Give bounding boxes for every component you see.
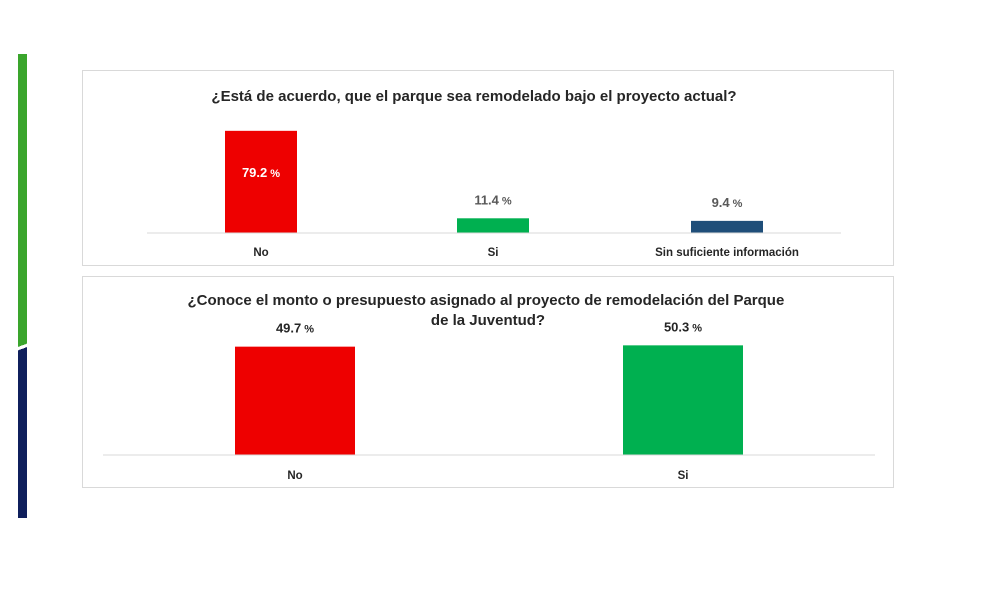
chart-agreement-svg: ¿Está de acuerdo, que el parque sea remo… (147, 88, 841, 259)
data-label-agreement-2: 9.4% (712, 195, 743, 210)
category-label-agreement-0: No (253, 247, 268, 259)
data-label-agreement-0: 79.2% (242, 165, 280, 180)
category-label-agreement-1: Si (488, 247, 499, 259)
bar-agreement-0 (225, 130, 297, 233)
category-label-agreement-2: Sin suficiente información (655, 247, 799, 259)
bars-group-agreement: 79.2 % No 11.4 % Si 9.4 % Sin suficiente informa… (225, 130, 799, 259)
bar-budget-0 (235, 346, 355, 455)
category-label-budget-0: No (287, 470, 302, 482)
chart-title-agreement: ¿Está de acuerdo, que el parque sea remo… (211, 88, 736, 105)
data-label-unit: % (733, 198, 743, 210)
chart-title-budget-line-2: de la Juventud? (431, 312, 545, 329)
decorative-stripe-navy (18, 352, 27, 518)
data-label-unit: % (270, 168, 280, 180)
bars-group-budget: 49.7 % No 50.3 % Si (235, 319, 743, 482)
data-label-value: 49.7 (276, 321, 301, 336)
bar-agreement-1 (457, 218, 529, 233)
bar-agreement-2 (691, 220, 763, 233)
chart-panel-budget: ¿Conoce el monto o presupuesto asignado … (82, 276, 894, 488)
data-label-budget-0: 49.7% (276, 321, 314, 336)
chart-budget-svg: ¿Conoce el monto o presupuesto asignado … (103, 292, 875, 482)
data-label-value: 79.2 (242, 165, 267, 180)
chart-title-budget: ¿Conoce el monto o presupuesto asignado … (188, 292, 789, 329)
chart-panel-agreement: ¿Está de acuerdo, que el parque sea remo… (82, 70, 894, 266)
decorative-stripe-notch (18, 340, 27, 354)
data-label-unit: % (692, 322, 702, 334)
data-label-unit: % (502, 195, 512, 207)
data-label-unit: % (304, 324, 314, 336)
data-label-value: 50.3 (664, 319, 689, 334)
data-label-budget-1: 50.3% (664, 319, 702, 334)
data-label-value: 9.4 (712, 195, 731, 210)
data-label-value: 11.4 (474, 192, 499, 207)
chart-title-budget-line-1: ¿Conoce el monto o presupuesto asignado … (188, 292, 785, 309)
category-label-budget-1: Si (678, 470, 689, 482)
bar-budget-1 (623, 345, 743, 455)
data-label-agreement-1: 11.4% (474, 192, 512, 207)
decorative-stripe-green (18, 54, 27, 342)
